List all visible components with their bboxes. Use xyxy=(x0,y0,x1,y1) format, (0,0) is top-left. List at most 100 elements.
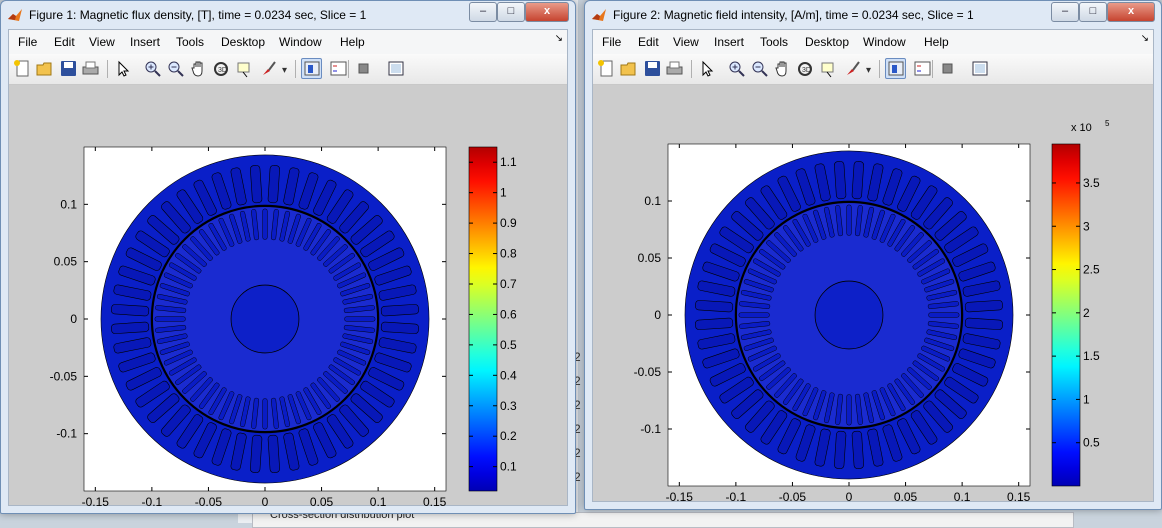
colorbar-icon[interactable] xyxy=(885,58,906,79)
stator-slot xyxy=(952,243,989,267)
matlab-logo-icon xyxy=(592,9,606,21)
rotor-bar xyxy=(792,383,811,412)
save-icon[interactable] xyxy=(643,59,662,78)
pan-hand-icon[interactable] xyxy=(189,59,208,78)
show-plot-tools-icon[interactable] xyxy=(386,59,405,78)
figure-client-area: File Edit View Insert Tools Desktop Window Help… xyxy=(8,29,568,509)
minimize-button[interactable]: – xyxy=(469,2,497,22)
menu-desktop[interactable]: Desktop xyxy=(221,35,266,49)
data-cursor-icon[interactable] xyxy=(235,59,254,78)
menu-help[interactable]: Help xyxy=(924,35,949,49)
link-plot-icon[interactable]: ▾ xyxy=(863,59,882,78)
rotor-bar xyxy=(921,268,951,285)
rotor-bar xyxy=(894,225,916,252)
stator-slot xyxy=(326,414,354,449)
rotor-bar xyxy=(333,262,362,281)
menu-view[interactable]: View xyxy=(89,35,115,49)
menu-help[interactable]: Help xyxy=(340,35,365,49)
toolbar-separator xyxy=(879,60,880,78)
brush-icon[interactable] xyxy=(259,59,278,78)
x-tick-label: 0.15 xyxy=(1007,490,1031,501)
menu-tools[interactable]: Tools xyxy=(760,35,789,49)
pan-hand-icon[interactable] xyxy=(773,59,792,78)
print-icon[interactable] xyxy=(665,59,684,78)
stator-slot xyxy=(897,175,921,212)
minimize-button[interactable]: – xyxy=(1051,2,1079,22)
stator-slot xyxy=(964,317,1003,330)
x-tick-label: -0.15 xyxy=(82,495,110,509)
new-file-icon[interactable] xyxy=(13,59,32,78)
hide-plot-tools-icon[interactable] xyxy=(354,59,373,78)
rotor-bar xyxy=(159,283,190,297)
plot-svg[interactable]: -0.15 -0.1 -0.05 0 0.05 0.1 0.150.10.050-0.05-… xyxy=(9,85,569,513)
link-plot-icon[interactable]: ▾ xyxy=(279,59,298,78)
brush-icon[interactable] xyxy=(843,59,862,78)
maximize-button[interactable]: □ xyxy=(497,2,525,22)
colorbar[interactable] xyxy=(1051,143,1081,487)
rotor-bar xyxy=(747,345,777,362)
menu-desktop[interactable]: Desktop xyxy=(805,35,850,49)
open-folder-icon[interactable] xyxy=(35,59,54,78)
menu-tools[interactable]: Tools xyxy=(176,35,205,49)
figure-2-window[interactable]: Figure 2: Magnetic field intensity, [A/m… xyxy=(584,0,1162,510)
legend-icon[interactable] xyxy=(329,59,348,78)
stator-slot xyxy=(147,393,180,423)
select-arrow-icon[interactable] xyxy=(113,59,132,78)
background-cell: 2 xyxy=(574,374,581,388)
stator-slot xyxy=(851,161,864,200)
zoom-in-icon[interactable] xyxy=(143,59,162,78)
colorbar-icon[interactable] xyxy=(301,58,322,79)
stator-slot xyxy=(211,172,232,210)
menu-insert[interactable]: Insert xyxy=(714,35,745,49)
rotor-bar xyxy=(340,341,371,355)
rotate-3d-icon[interactable]: 3D xyxy=(795,59,814,78)
y-tick-label: -0.05 xyxy=(634,365,662,379)
menu-file[interactable]: File xyxy=(602,35,622,49)
rotor-bar xyxy=(901,232,924,257)
rotor-bar xyxy=(337,272,367,289)
menu-edit[interactable]: Edit xyxy=(54,35,75,49)
figure-1-window[interactable]: Figure 1: Magnetic flux density, [T], ti… xyxy=(0,0,576,514)
stator-slot xyxy=(910,410,938,445)
stator-slot xyxy=(882,424,903,462)
save-icon[interactable] xyxy=(59,59,78,78)
menu-view[interactable]: View xyxy=(673,35,699,49)
legend-icon[interactable] xyxy=(913,59,932,78)
plot-svg[interactable]: -0.15 -0.1 -0.05 0 0.05 0.1 0.150.10.050-0.05-… xyxy=(593,85,1155,504)
rotor-bar xyxy=(182,371,207,394)
show-plot-tools-icon[interactable] xyxy=(970,59,989,78)
rotor-bar xyxy=(927,301,959,309)
toolbar-separator xyxy=(348,60,349,78)
zoom-in-icon[interactable] xyxy=(727,59,746,78)
close-button[interactable]: x xyxy=(525,2,569,22)
menu-dock-arrow-icon[interactable]: ↘ xyxy=(1140,33,1149,44)
rotor-bar xyxy=(229,213,243,244)
menu-edit[interactable]: Edit xyxy=(638,35,659,49)
rotor-bar xyxy=(813,390,827,421)
select-arrow-icon[interactable] xyxy=(697,59,716,78)
new-file-icon[interactable] xyxy=(597,59,616,78)
menu-dock-arrow-icon[interactable]: ↘ xyxy=(554,33,563,44)
rotate-3d-icon[interactable]: 3D xyxy=(211,59,230,78)
menu-window[interactable]: Window xyxy=(279,35,322,49)
title-bar[interactable]: Figure 2: Magnetic field intensity, [A/m… xyxy=(585,1,1161,29)
zoom-out-icon[interactable] xyxy=(750,59,769,78)
rotor-bar xyxy=(342,294,374,305)
zoom-out-icon[interactable] xyxy=(166,59,185,78)
rotor-bar xyxy=(156,294,188,305)
menu-window[interactable]: Window xyxy=(863,35,906,49)
maximize-button[interactable]: □ xyxy=(1079,2,1107,22)
data-cursor-icon[interactable] xyxy=(819,59,838,78)
menu-file[interactable]: File xyxy=(18,35,38,49)
stator-slot xyxy=(176,189,204,224)
background-table: 2 2 2 2 2 2 xyxy=(574,350,592,494)
open-folder-icon[interactable] xyxy=(619,59,638,78)
stator-slot xyxy=(298,172,319,210)
close-button[interactable]: x xyxy=(1107,2,1155,22)
colorbar[interactable] xyxy=(468,146,498,492)
title-bar[interactable]: Figure 1: Magnetic flux density, [T], ti… xyxy=(1,1,575,29)
rotor-bar xyxy=(262,208,268,240)
print-icon[interactable] xyxy=(81,59,100,78)
menu-insert[interactable]: Insert xyxy=(130,35,161,49)
hide-plot-tools-icon[interactable] xyxy=(938,59,957,78)
